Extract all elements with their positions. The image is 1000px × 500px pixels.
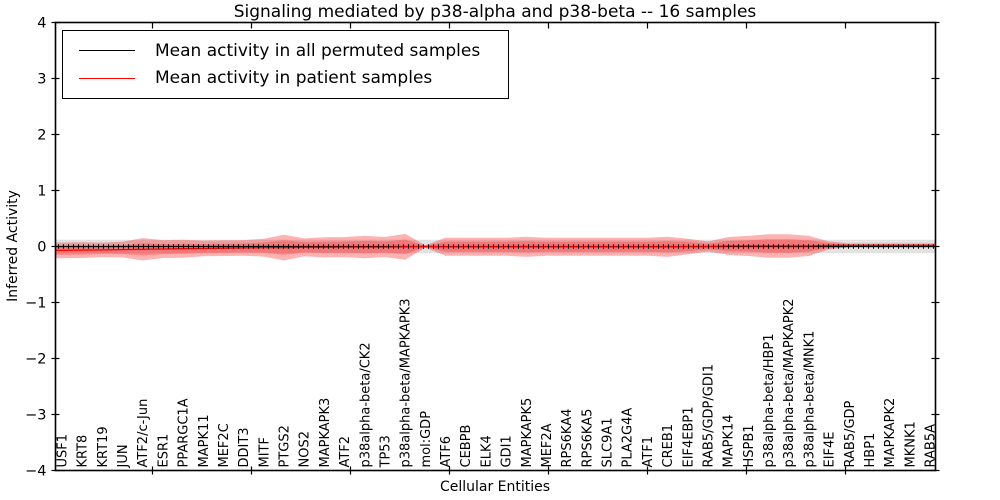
svg-text:KRT8: KRT8 — [76, 435, 91, 468]
legend-line-patient-icon — [79, 77, 135, 79]
svg-text:HSPB1: HSPB1 — [742, 424, 757, 467]
svg-text:−4: −4 — [25, 464, 46, 480]
legend-line-permuted-icon — [79, 50, 135, 52]
svg-text:HBP1: HBP1 — [863, 433, 878, 468]
svg-text:ATF2: ATF2 — [338, 436, 353, 468]
legend-label-patient: Mean activity in patient samples — [155, 68, 433, 89]
svg-text:MEF2A: MEF2A — [540, 423, 555, 467]
x-axis-ticks — [151, 22, 847, 475]
svg-text:1: 1 — [37, 184, 46, 200]
svg-text:RAB5/GDP: RAB5/GDP — [843, 400, 858, 467]
svg-text:−3: −3 — [25, 408, 46, 424]
svg-text:p38alpha-beta/CK2: p38alpha-beta/CK2 — [358, 342, 373, 467]
svg-text:ATF6: ATF6 — [439, 436, 454, 468]
svg-text:TP53: TP53 — [379, 435, 394, 468]
svg-text:MITF: MITF — [257, 437, 272, 467]
svg-text:NOS2: NOS2 — [298, 431, 313, 467]
svg-text:MAPKAPK2: MAPKAPK2 — [883, 398, 898, 468]
svg-text:PPARGC1A: PPARGC1A — [177, 398, 192, 467]
svg-text:MAPKAPK5: MAPKAPK5 — [520, 398, 535, 468]
svg-text:JUN: JUN — [116, 444, 131, 468]
svg-text:RPS6KA5: RPS6KA5 — [580, 409, 595, 468]
svg-text:0: 0 — [37, 240, 46, 256]
svg-text:EIF4EBP1: EIF4EBP1 — [681, 406, 696, 467]
svg-text:ELK4: ELK4 — [479, 435, 494, 467]
svg-text:MAPK11: MAPK11 — [197, 414, 212, 467]
svg-text:CEBPB: CEBPB — [459, 425, 474, 468]
svg-text:ATF1: ATF1 — [641, 436, 656, 468]
permuted-line-markers — [58, 244, 934, 249]
y-axis-label: Inferred Activity — [5, 190, 21, 302]
chart-title: Signaling mediated by p38-alpha and p38-… — [233, 2, 757, 22]
svg-text:DDIT3: DDIT3 — [237, 427, 252, 467]
x-axis-label: Cellular Entities — [439, 479, 551, 495]
svg-text:MAPKAPK3: MAPKAPK3 — [318, 398, 333, 468]
svg-text:4: 4 — [37, 16, 46, 32]
x-category-labels: USF1 KRT8 KRT19 JUN ATF2/c-Jun ESR1 PPARGC1A MA… — [56, 299, 939, 469]
legend-item-permuted: Mean activity in all permuted samples — [69, 41, 502, 61]
svg-text:MKNK1: MKNK1 — [903, 421, 918, 467]
svg-text:p38alpha-beta/HBP1: p38alpha-beta/HBP1 — [762, 333, 777, 467]
legend-label-permuted: Mean activity in all permuted samples — [155, 40, 481, 61]
svg-text:SLC9A1: SLC9A1 — [601, 417, 616, 467]
svg-text:ESR1: ESR1 — [156, 434, 171, 468]
svg-text:−2: −2 — [25, 352, 46, 368]
svg-text:2: 2 — [37, 128, 46, 144]
svg-text:3: 3 — [37, 72, 46, 88]
y-tick-labels: −4 −3 −2 −1 0 1 2 3 4 — [25, 16, 46, 480]
svg-text:RAB5A: RAB5A — [924, 424, 939, 468]
svg-text:KRT19: KRT19 — [96, 426, 111, 467]
y-axis-ticks — [51, 21, 940, 472]
svg-text:EIF4E: EIF4E — [823, 431, 838, 467]
svg-text:PTGS2: PTGS2 — [278, 425, 293, 467]
svg-text:PLA2G4A: PLA2G4A — [621, 408, 636, 468]
svg-text:ATF2/c-Jun: ATF2/c-Jun — [136, 399, 151, 468]
svg-text:MEF2C: MEF2C — [217, 423, 232, 467]
svg-text:GDI1: GDI1 — [500, 435, 515, 467]
svg-text:p38alpha-beta/MAPKAPK3: p38alpha-beta/MAPKAPK3 — [399, 299, 414, 468]
legend: Mean activity in all permuted samples Me… — [62, 30, 509, 99]
svg-text:RPS6KA4: RPS6KA4 — [560, 409, 575, 468]
svg-text:RAB5/GDP/GDI1: RAB5/GDP/GDI1 — [702, 364, 717, 467]
svg-text:−1: −1 — [25, 296, 46, 312]
svg-text:p38alpha-beta/MAPKAPK2: p38alpha-beta/MAPKAPK2 — [782, 299, 797, 468]
svg-text:MAPK14: MAPK14 — [722, 414, 737, 467]
svg-text:mol:GDP: mol:GDP — [419, 411, 434, 468]
svg-text:CREB1: CREB1 — [661, 424, 676, 468]
svg-text:p38alpha-beta/MNK1: p38alpha-beta/MNK1 — [802, 331, 817, 468]
svg-text:USF1: USF1 — [56, 434, 71, 468]
legend-item-patient: Mean activity in patient samples — [69, 68, 502, 88]
